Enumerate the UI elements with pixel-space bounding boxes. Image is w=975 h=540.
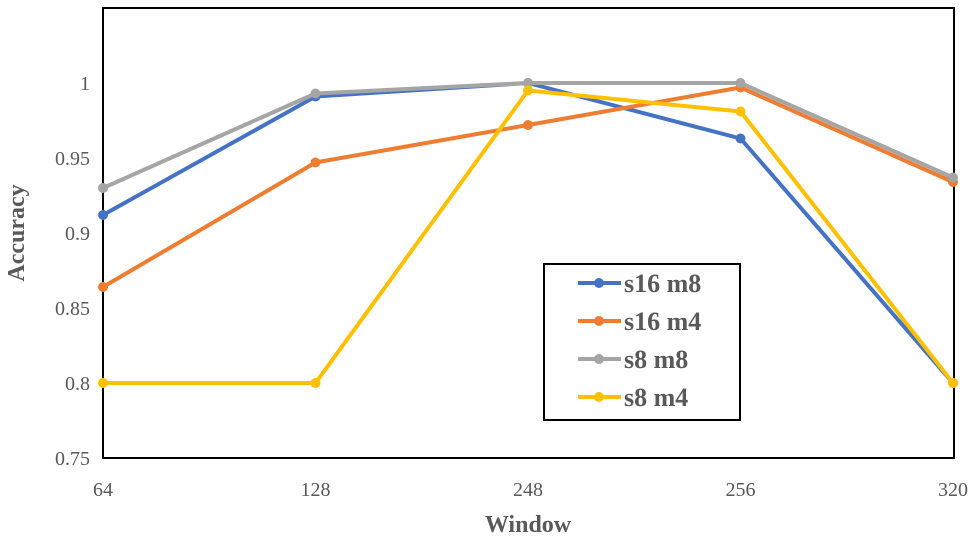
data-point bbox=[735, 106, 746, 117]
x-tick-label: 320 bbox=[938, 479, 968, 501]
data-point bbox=[948, 172, 958, 183]
x-tick-label: 248 bbox=[513, 479, 543, 501]
legend-label: s16 m8 bbox=[624, 269, 701, 298]
legend-marker bbox=[594, 316, 604, 326]
legend-label: s8 m4 bbox=[624, 383, 688, 412]
data-point bbox=[735, 133, 746, 144]
data-point bbox=[523, 120, 533, 130]
data-point bbox=[310, 378, 321, 388]
x-tick-label: 256 bbox=[726, 479, 756, 501]
data-point bbox=[523, 78, 533, 88]
y-tick-label: 0.85 bbox=[55, 298, 90, 320]
data-point bbox=[98, 210, 108, 220]
y-tick-label: 0.9 bbox=[65, 223, 90, 245]
y-tick-label: 0.8 bbox=[65, 373, 90, 395]
data-point bbox=[310, 157, 321, 168]
y-tick-label: 0.75 bbox=[55, 448, 90, 470]
data-point bbox=[523, 85, 533, 96]
legend-marker bbox=[594, 392, 604, 402]
legend-item: s8 m4 bbox=[578, 383, 688, 412]
legend-label: s8 m8 bbox=[624, 345, 688, 374]
legend-item: s16 m4 bbox=[578, 307, 701, 336]
y-axis-label: Accuracy bbox=[4, 184, 30, 281]
legend: s16 m8 s16 m4 s8 m8 s8 m4 bbox=[543, 263, 741, 421]
legend-item: s16 m8 bbox=[578, 269, 701, 298]
data-point bbox=[98, 282, 108, 292]
series-s8-m4 bbox=[98, 85, 958, 388]
legend-marker bbox=[594, 354, 604, 364]
data-point bbox=[735, 78, 746, 88]
legend-label: s16 m4 bbox=[624, 307, 701, 336]
y-tick-label: 0.95 bbox=[55, 148, 90, 170]
legend-box bbox=[543, 263, 741, 421]
data-point bbox=[98, 183, 108, 193]
y-tick-label: 1 bbox=[80, 73, 90, 95]
legend-marker bbox=[594, 278, 604, 288]
data-point bbox=[310, 88, 321, 99]
legend-item: s8 m8 bbox=[578, 345, 688, 374]
plot-frame bbox=[102, 7, 955, 459]
data-point bbox=[98, 378, 108, 388]
x-tick-label: 64 bbox=[93, 479, 113, 501]
series-s8-m8 bbox=[98, 78, 958, 193]
x-axis-label: Window bbox=[485, 512, 572, 538]
x-tick-label: 128 bbox=[301, 479, 331, 501]
data-point bbox=[948, 378, 958, 388]
